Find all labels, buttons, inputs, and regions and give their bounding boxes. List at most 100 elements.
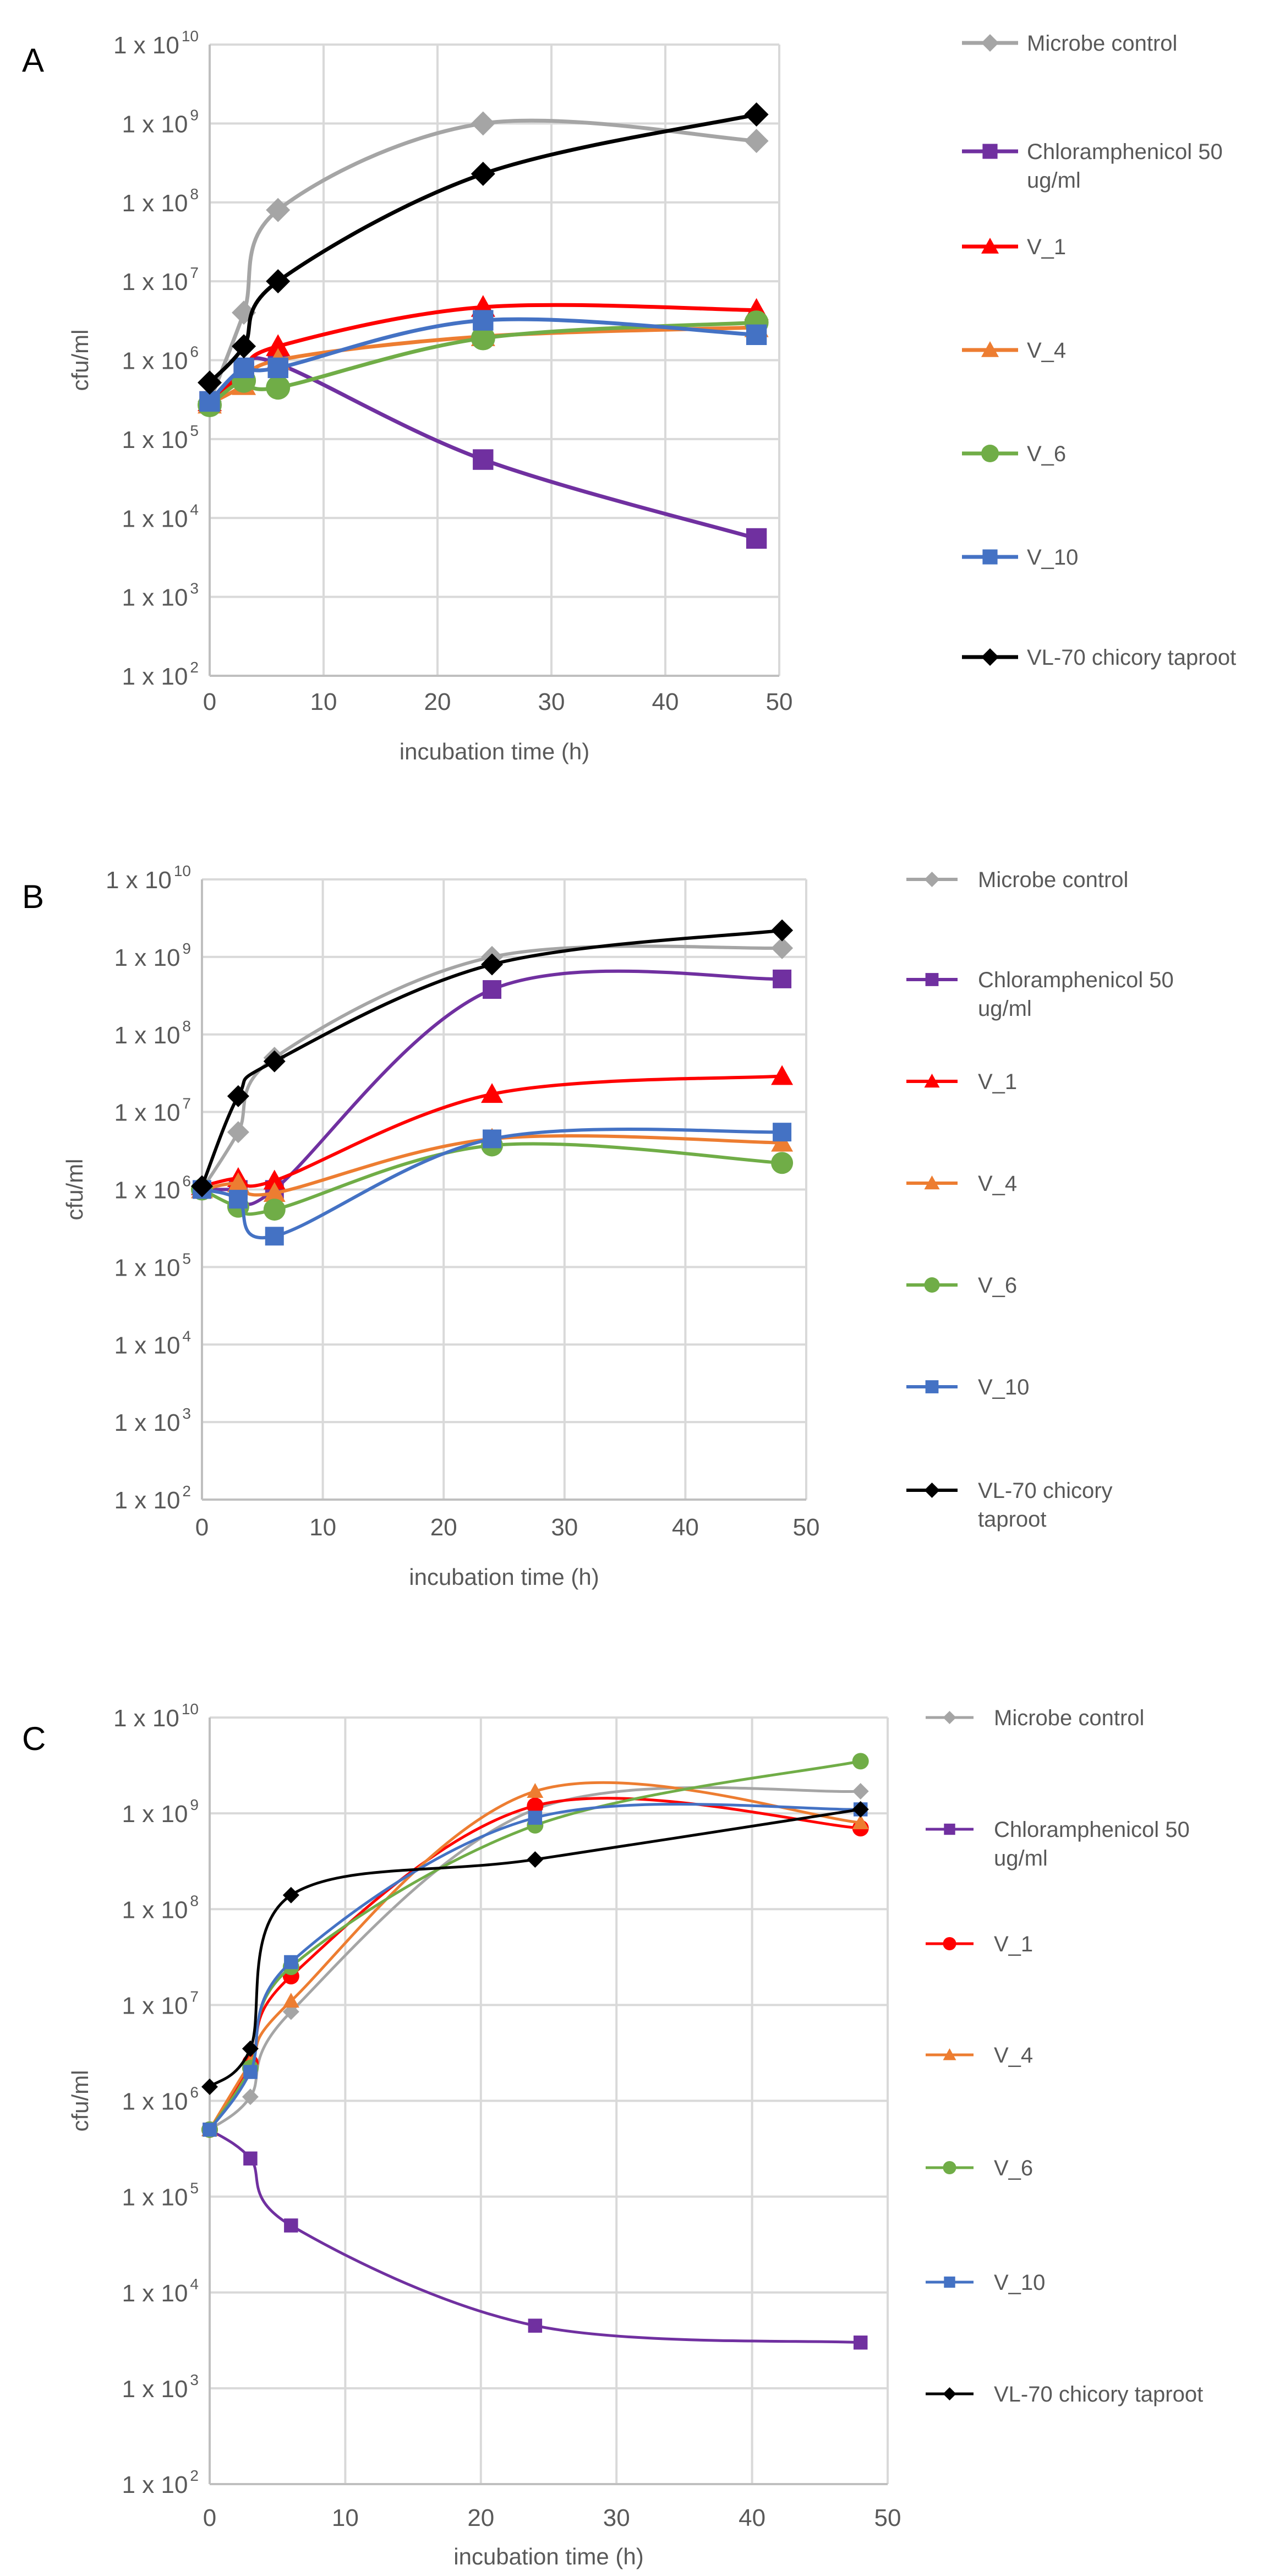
- x-tick-label: 0: [203, 2504, 216, 2531]
- data-point: [473, 310, 494, 331]
- x-tick-label: 40: [739, 2504, 765, 2531]
- x-tick-label: 0: [203, 688, 216, 715]
- series-line: [207, 118, 757, 402]
- legend-triangle-icon: [943, 2048, 956, 2060]
- legend-item: Chloramphenicol 50 ug/ml: [906, 968, 1174, 1021]
- legend-circle-icon: [943, 1937, 956, 1950]
- legend-diamond-icon: [924, 872, 940, 887]
- series-line: [209, 1786, 861, 2131]
- data-point: [243, 2065, 258, 2079]
- legend-square-icon: [944, 1823, 955, 1835]
- data-point: [852, 1814, 869, 1829]
- legend-diamond-icon: [924, 1483, 940, 1498]
- x-axis-label: incubation time (h): [400, 739, 590, 764]
- series-line: [209, 2128, 861, 2344]
- x-tick-label: 30: [538, 688, 565, 715]
- legend-label: VL-70 chicory: [978, 1479, 1113, 1503]
- legend-label: Chloramphenicol 50: [994, 1818, 1190, 1842]
- legend-label: ug/ml: [1027, 168, 1081, 193]
- legend-item: V_6: [962, 442, 1066, 466]
- data-point: [284, 2218, 298, 2233]
- data-point: [266, 375, 291, 400]
- y-tick-label: 1 x 10 9: [114, 940, 191, 971]
- legend-square-icon: [982, 549, 998, 565]
- y-tick-label: 1 x 10 4: [114, 1327, 191, 1359]
- y-tick-label: 1 x 10 3: [122, 580, 199, 611]
- legend-item: Chloramphenicol 50 ug/ml: [962, 140, 1223, 193]
- data-point: [771, 1065, 794, 1085]
- y-tick-label: 1 x 10 4: [122, 501, 199, 532]
- legend-label: ug/ml: [994, 1846, 1048, 1871]
- legend-item: Microbe control: [962, 31, 1177, 56]
- y-axis-label: cfu/ml: [62, 1158, 88, 1220]
- legend-label: V_4: [1027, 338, 1066, 363]
- legend-square-icon: [925, 1380, 939, 1393]
- x-axis-label: incubation time (h): [409, 1564, 599, 1590]
- y-tick-label: 1 x 10 6: [122, 2084, 199, 2115]
- series-line: [208, 1781, 861, 2131]
- data-point: [232, 334, 256, 359]
- data-point: [471, 111, 495, 136]
- legend-label: V_4: [978, 1172, 1017, 1196]
- legend-item: V_10: [962, 545, 1078, 570]
- data-point: [483, 1129, 502, 1148]
- panel-label: C: [22, 1720, 46, 1757]
- legend-label: ug/ml: [978, 997, 1032, 1021]
- legend-label: VL-70 chicory taproot: [1027, 646, 1236, 670]
- data-point: [744, 129, 769, 154]
- legend-circle-icon: [943, 2161, 956, 2174]
- legend-square-icon: [944, 2276, 955, 2288]
- legend-diamond-icon: [943, 1711, 956, 1724]
- legend-triangle-icon: [981, 238, 999, 254]
- x-tick-label: 50: [793, 1514, 820, 1541]
- data-point: [227, 1172, 249, 1193]
- y-axis-label: cfu/ml: [67, 2070, 93, 2131]
- data-point: [263, 1182, 286, 1202]
- legend-label: V_10: [994, 2271, 1045, 2295]
- legend-item: V_4: [906, 1172, 1017, 1196]
- data-point: [243, 2151, 258, 2166]
- legend-label: V_6: [1027, 442, 1066, 466]
- data-point: [771, 937, 794, 959]
- legend-item: Chloramphenicol 50 ug/ml: [926, 1818, 1190, 1871]
- legend-item: V_1: [926, 1932, 1033, 1956]
- data-point: [242, 2088, 259, 2105]
- series-v-10: [199, 310, 767, 412]
- data-point: [773, 969, 792, 988]
- x-tick-label: 50: [874, 2504, 901, 2531]
- data-point: [773, 1123, 792, 1142]
- legend-item: V_10: [906, 1375, 1029, 1399]
- data-point: [473, 449, 494, 470]
- legend-label: Microbe control: [994, 1706, 1144, 1730]
- data-point: [266, 269, 291, 294]
- data-point: [471, 326, 495, 351]
- data-point: [227, 1085, 249, 1107]
- data-point: [203, 2123, 217, 2137]
- legend-label: Microbe control: [1027, 31, 1177, 56]
- legend-item: V_6: [906, 1273, 1017, 1298]
- series-microbe-control: [191, 937, 794, 1201]
- series-vl-70-chicory-taproot: [191, 919, 794, 1197]
- series-vl-70-chicory-taproot: [201, 1801, 869, 2096]
- legend-label: V_10: [978, 1375, 1029, 1399]
- data-point: [201, 2079, 218, 2096]
- y-tick-label: 1 x 10 3: [114, 1405, 191, 1436]
- legend-label: V_1: [978, 1070, 1017, 1094]
- panel-b: B 0 10 20 30 40 50 1 x 10 10 1 x 10 9 1 x 10 8 1 x 10…: [22, 862, 1174, 1590]
- x-tick-label: 10: [310, 688, 337, 715]
- y-tick-label: 1 x 10 8: [122, 185, 199, 217]
- legend-label: V_6: [978, 1273, 1017, 1298]
- x-tick-label: 0: [195, 1514, 209, 1541]
- legend-item: V_6: [926, 2156, 1033, 2180]
- x-tick-label: 20: [430, 1514, 457, 1541]
- data-point: [746, 528, 767, 549]
- series-line: [200, 928, 783, 1187]
- data-point: [483, 980, 502, 999]
- data-point: [266, 198, 291, 222]
- y-tick-label: 1 x 10 2: [122, 659, 199, 690]
- legend-circle-icon: [981, 445, 999, 462]
- x-tick-label: 10: [309, 1514, 336, 1541]
- data-point: [771, 919, 794, 942]
- data-point: [481, 1083, 504, 1103]
